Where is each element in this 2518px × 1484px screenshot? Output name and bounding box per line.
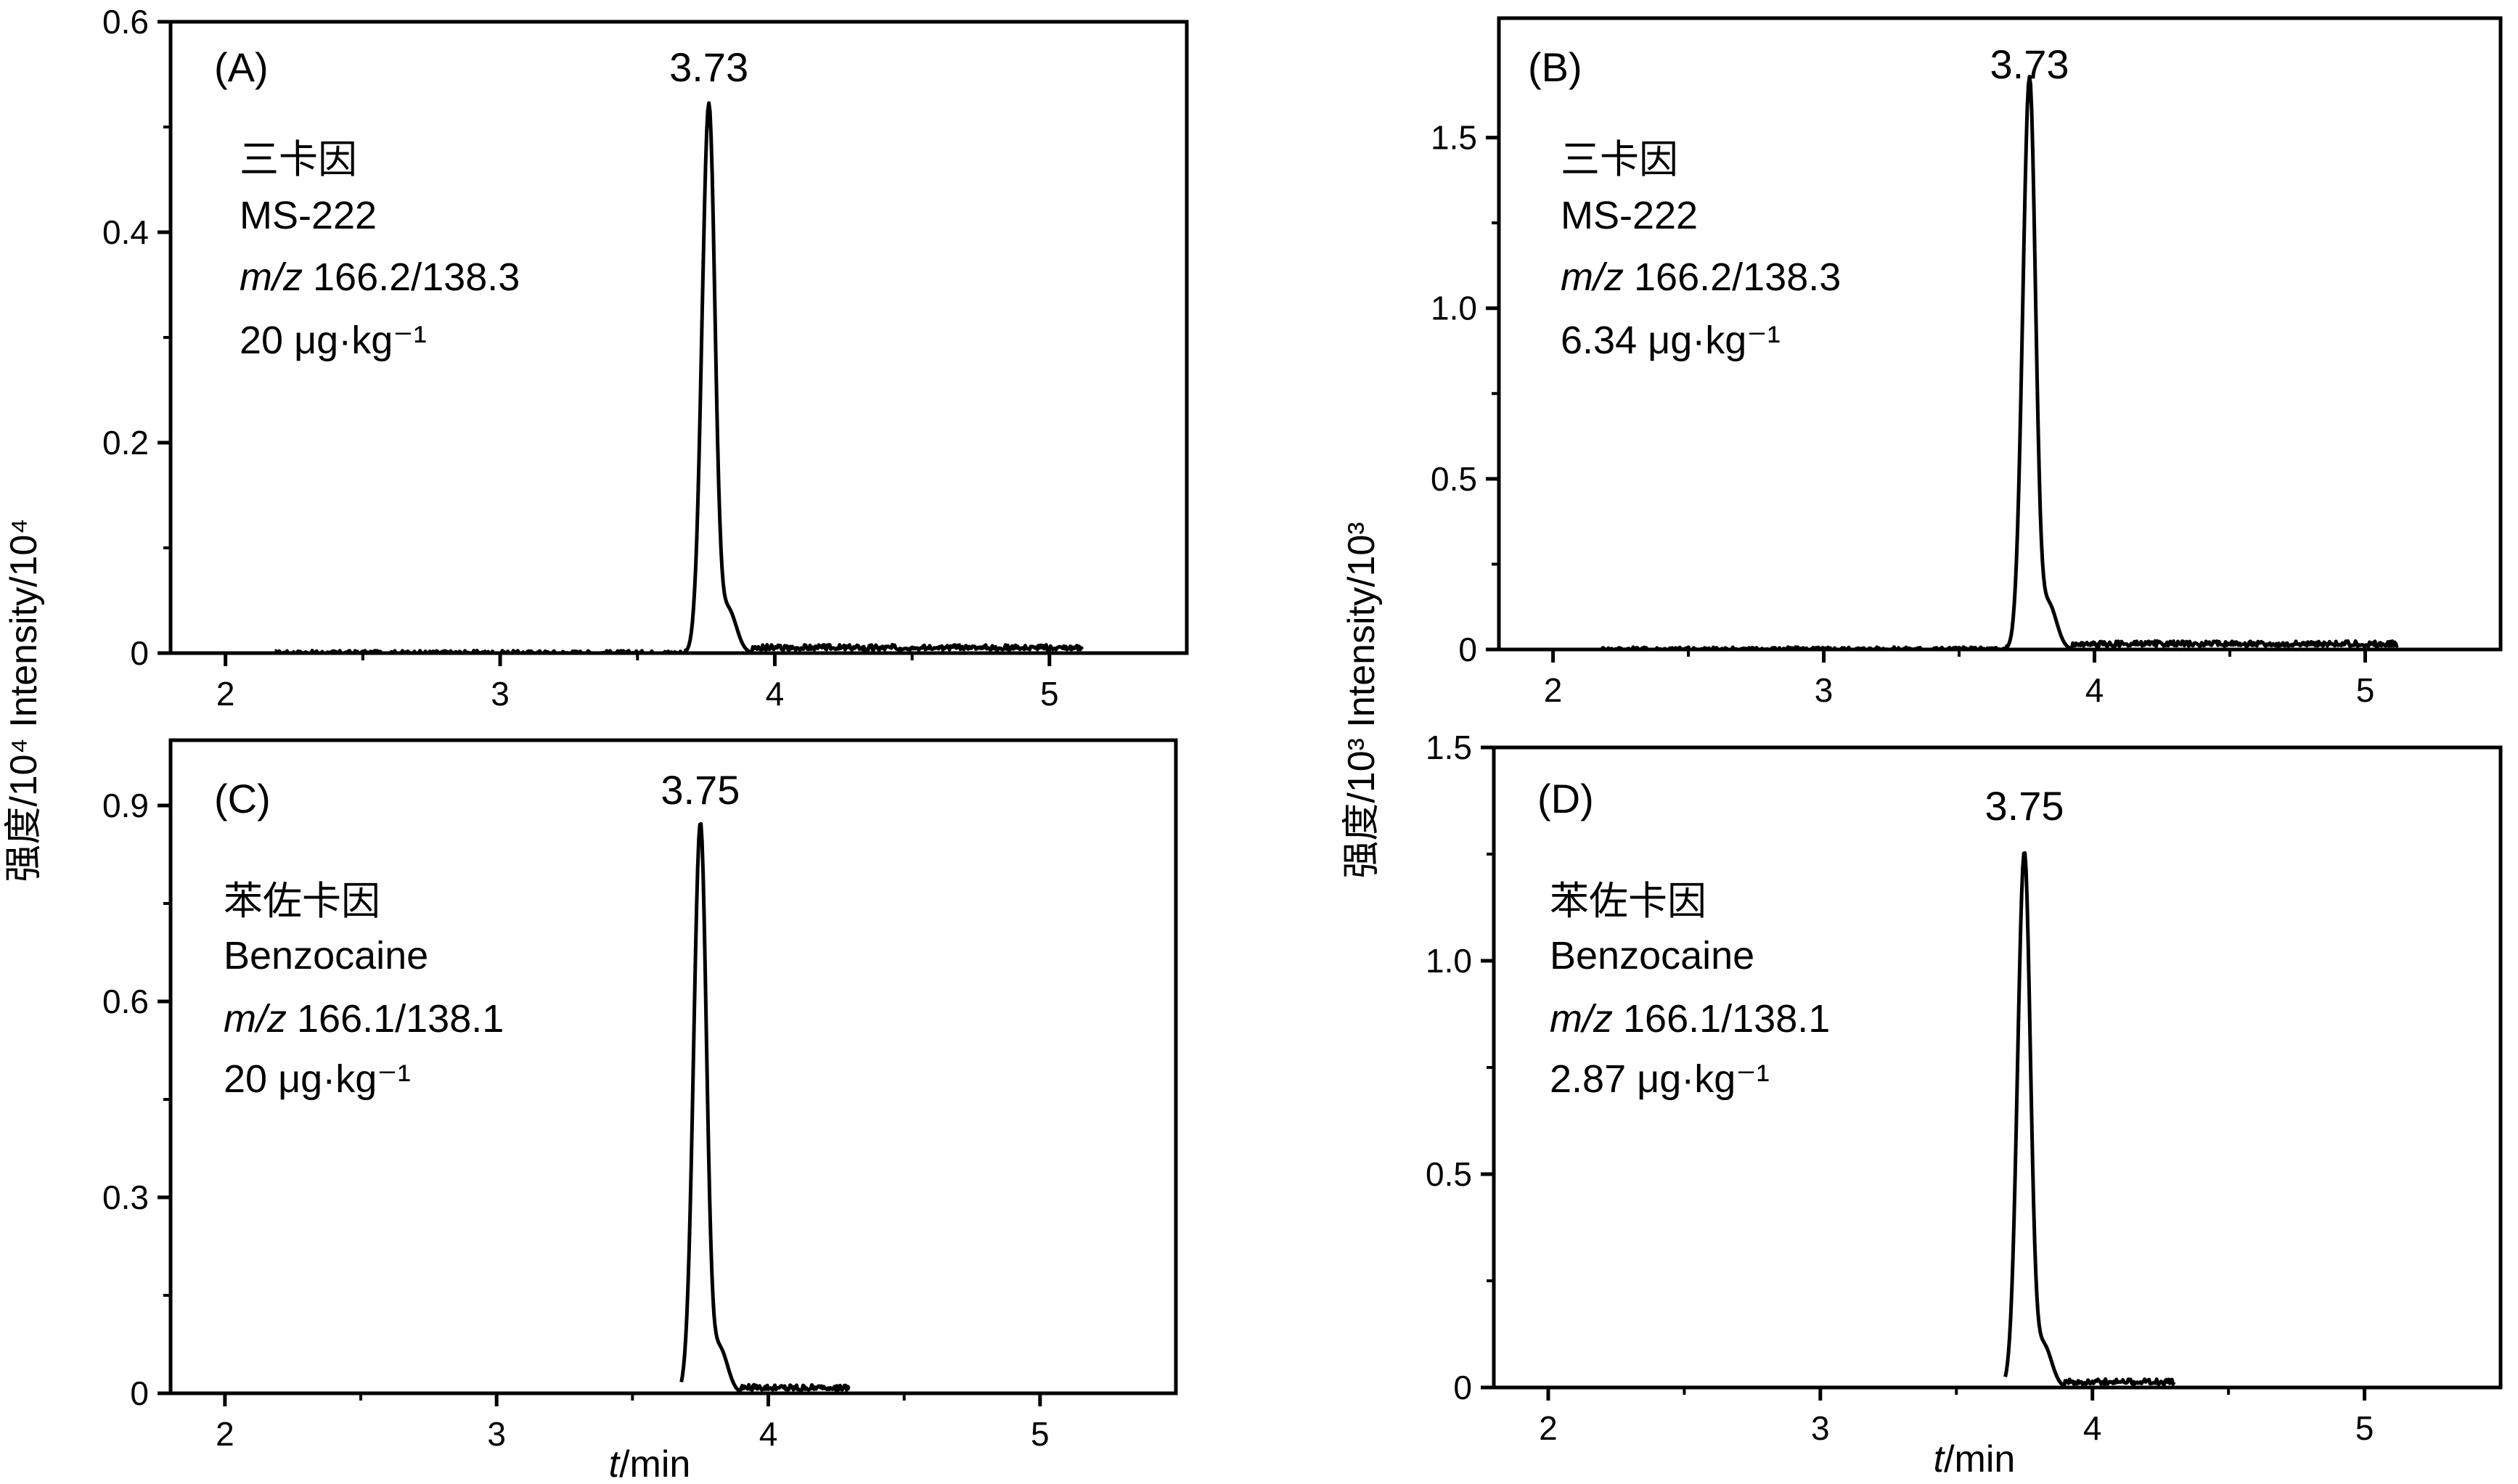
x-axis-unit: /min [1944, 1438, 2015, 1480]
peak-label: 3.75 [1985, 783, 2064, 829]
plot-frame [1497, 16, 2503, 652]
x-tick-label: 2 [1544, 671, 1563, 709]
x-axis-symbol: t [1934, 1438, 1946, 1480]
concentration: 20 μg·kg⁻¹ [240, 319, 427, 362]
compound-name-cn: 苯佐卡因 [224, 880, 380, 923]
panel-label: (A) [214, 44, 269, 90]
mz-transition: m/z 166.2/138.3 [240, 255, 520, 299]
mz-value: 166.2/138.3 [1634, 255, 1841, 299]
concentration: 6.34 μg·kg⁻¹ [1561, 319, 1781, 362]
y-tick-label: 0 [130, 1374, 149, 1412]
y-tick-label: 0.5 [1426, 1155, 1472, 1193]
concentration: 20 μg·kg⁻¹ [224, 1057, 411, 1101]
panel-label: (D) [1537, 776, 1594, 821]
panel-b: 0 0.5 1.0 1.5 2 3 4 5 (B) 三卡因 MS-222 m/z 166.2/… [1431, 16, 2503, 709]
y-tick-label: 0.5 [1431, 460, 1477, 498]
y-tick-label: 0.4 [102, 213, 149, 251]
mz-value: 166.2/138.3 [313, 255, 520, 299]
x-axis-symbol: t [609, 1443, 621, 1484]
y-tick-label: 1.0 [1431, 290, 1477, 327]
y-tick-label: 1.0 [1426, 942, 1472, 980]
plot-frame [168, 738, 1178, 1395]
y-tick-label: 0 [1458, 631, 1477, 668]
peak-label: 3.75 [661, 767, 740, 813]
right-y-axis-label: 强度/10³ Intensity/10³ [1341, 522, 1383, 878]
mz-symbol: m/z [224, 997, 287, 1041]
concentration: 2.87 μg·kg⁻¹ [1550, 1057, 1770, 1101]
x-tick-label: 4 [2083, 1409, 2102, 1447]
chromatogram-trace [1600, 75, 2399, 652]
x-tick-label: 4 [766, 675, 785, 713]
y-tick-label: 0.3 [102, 1178, 149, 1216]
x-tick-label: 2 [216, 675, 235, 713]
y-tick-label: 1.5 [1426, 729, 1472, 766]
x-tick-label: 3 [1811, 1409, 1830, 1447]
y-tick-label: 0.2 [102, 424, 149, 462]
y-tick-label: 0 [1453, 1369, 1472, 1406]
peak-label: 3.73 [1990, 41, 2069, 87]
x-axis-label-right: t/min [1934, 1438, 2016, 1480]
mz-transition: m/z 166.2/138.3 [1561, 255, 1841, 299]
panel-a: 0 0.2 0.4 0.6 2 3 4 5 (A) 三卡因 MS-222 m/z 166.2/… [102, 3, 1189, 713]
panel-label: (C) [214, 776, 271, 821]
x-tick-label: 5 [2355, 1409, 2374, 1447]
compound-name-cn: 三卡因 [1561, 138, 1678, 181]
x-tick-label: 2 [1539, 1409, 1558, 1447]
chromatogram-trace [274, 101, 1084, 655]
x-tick-label: 4 [759, 1415, 778, 1453]
mz-symbol: m/z [240, 255, 303, 299]
mz-symbol: m/z [1550, 997, 1613, 1041]
compound-name-en: MS-222 [240, 194, 377, 237]
compound-name-cn: 苯佐卡因 [1550, 880, 1706, 923]
panel-label: (B) [1528, 44, 1582, 90]
x-tick-label: 4 [2085, 671, 2104, 709]
panel-d: 0 0.5 1.0 1.5 2 3 4 5 (D) 苯佐卡因 Benzocaine m/z 1… [1426, 729, 2503, 1447]
x-axis-unit: /min [619, 1443, 690, 1484]
x-tick-label: 3 [1815, 671, 1834, 709]
compound-name-en: Benzocaine [224, 934, 428, 977]
left-y-axis-label: 强度/10⁴ Intensity/10⁴ [3, 518, 45, 882]
y-tick-label: 0 [130, 634, 149, 672]
panel-c: 0 0.3 0.6 0.9 2 3 4 5 (C) 苯佐卡因 Benzocaine m/z 1… [102, 738, 1178, 1453]
mz-value: 166.1/138.1 [297, 997, 504, 1041]
chromatogram-trace [679, 821, 851, 1393]
mz-symbol: m/z [1561, 255, 1624, 299]
y-tick-label: 1.5 [1431, 119, 1477, 157]
x-tick-label: 5 [1040, 675, 1059, 713]
y-tick-label: 0.6 [102, 983, 149, 1020]
x-tick-label: 2 [216, 1415, 234, 1453]
x-tick-label: 5 [1031, 1415, 1050, 1453]
chromatogram-trace [2003, 851, 2176, 1388]
x-axis-label-left: t/min [609, 1443, 691, 1484]
compound-name-cn: 三卡因 [240, 138, 357, 181]
mz-transition: m/z 166.1/138.1 [224, 997, 504, 1041]
mz-value: 166.1/138.1 [1623, 997, 1830, 1041]
mz-transition: m/z 166.1/138.1 [1550, 997, 1830, 1041]
compound-name-en: Benzocaine [1550, 934, 1754, 977]
x-tick-label: 5 [2356, 671, 2375, 709]
x-tick-label: 3 [491, 675, 510, 713]
x-tick-label: 3 [487, 1415, 506, 1453]
peak-label: 3.73 [669, 44, 748, 90]
y-tick-label: 0.9 [102, 787, 149, 824]
y-tick-label: 0.6 [102, 3, 149, 41]
compound-name-en: MS-222 [1561, 194, 1698, 237]
